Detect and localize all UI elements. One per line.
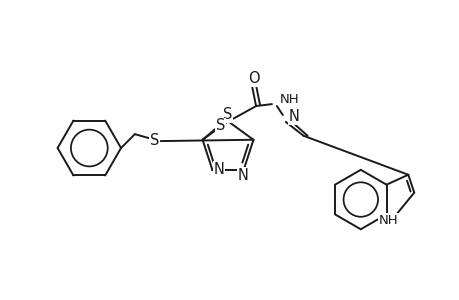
Text: N: N [237,168,248,183]
Text: N: N [288,110,299,124]
Text: NH: NH [378,214,397,227]
Text: O: O [248,71,259,86]
Text: N: N [213,162,224,177]
Text: S: S [150,133,159,148]
Text: NH: NH [279,93,299,106]
Text: S: S [223,107,232,122]
Text: S: S [215,118,224,134]
